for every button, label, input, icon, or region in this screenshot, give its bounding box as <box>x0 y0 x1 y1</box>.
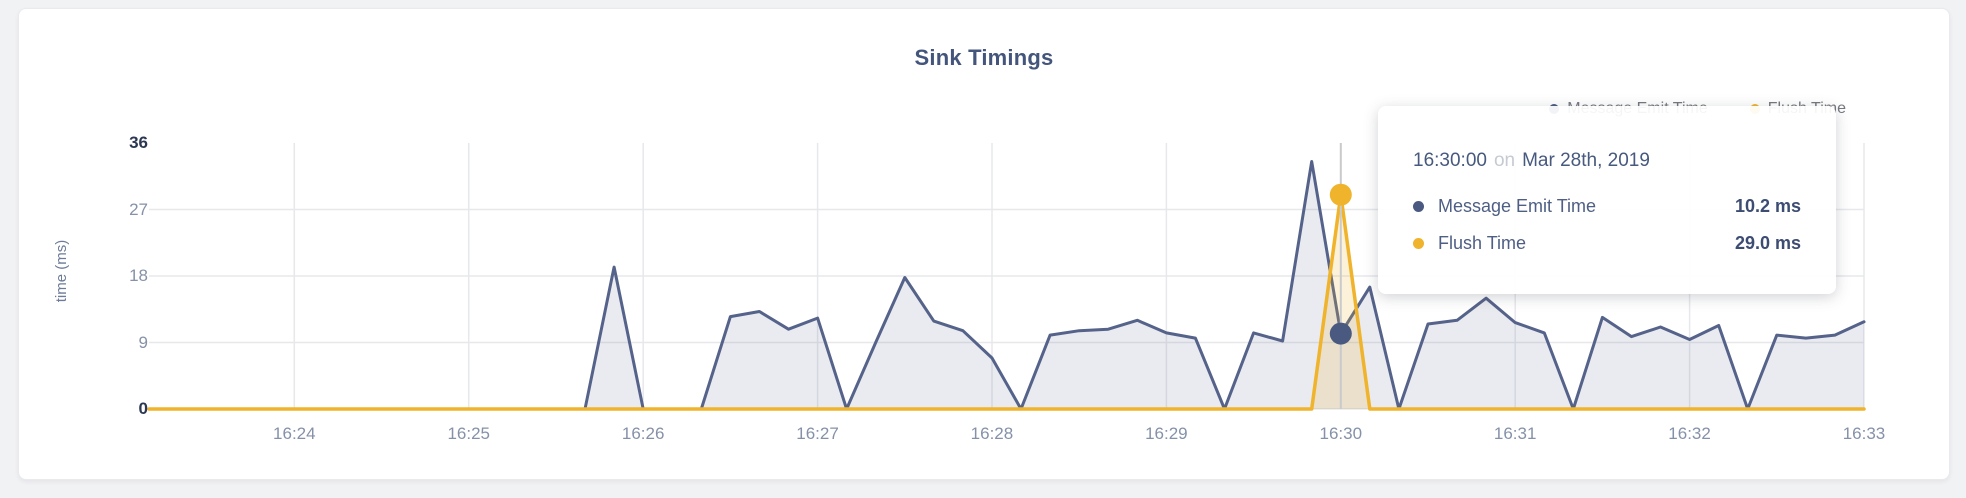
y-tick-label: 27 <box>129 199 148 219</box>
x-tick-label: 16:31 <box>1493 424 1537 443</box>
x-tick-label: 16:26 <box>621 424 665 443</box>
tooltip-connector: on <box>1493 150 1516 171</box>
chart-title: Sink Timings <box>914 45 1054 70</box>
y-tick-label: 0 <box>138 399 148 418</box>
tooltip-series-label: Message Emit Time <box>1438 196 1597 216</box>
tooltip-row-flush-time: Flush Time 29.0 ms <box>1413 225 1801 262</box>
tooltip-series-value: 29.0 ms <box>1734 233 1801 253</box>
y-tick-label: 9 <box>138 332 148 352</box>
x-tick-label: 16:27 <box>796 424 839 443</box>
y-tick-label: 18 <box>129 266 148 285</box>
chart-tooltip: 16:30:00 on Mar 28th, 2019 Message Emit Ti… <box>1378 106 1836 294</box>
chart-card: Sink Timings time (ms) Message Emit Time… <box>18 8 1950 480</box>
x-tick-label: 16:29 <box>1145 424 1188 443</box>
x-tick-label: 16:24 <box>273 424 316 443</box>
tooltip-row-message-emit-time: Message Emit Time 10.2 ms <box>1413 188 1801 225</box>
x-tick-label: 16:30 <box>1319 424 1363 443</box>
tooltip-series-label: Flush Time <box>1438 233 1527 253</box>
chart-plot-area[interactable] <box>19 9 1949 479</box>
tooltip-series-value: 10.2 ms <box>1734 196 1801 216</box>
x-tick-label: 16:25 <box>447 424 490 443</box>
tooltip-time: 16:30:00 <box>1413 150 1487 171</box>
x-tick-label: 16:33 <box>1842 424 1886 443</box>
tooltip-header: 16:30:00 on Mar 28th, 2019 <box>1413 148 1801 174</box>
x-tick-label: 16:32 <box>1668 424 1711 443</box>
x-tick-label: 16:28 <box>970 424 1014 443</box>
series-dot-flush-time-icon <box>1413 238 1424 249</box>
y-tick-label: 36 <box>129 133 148 152</box>
tooltip-date: Mar 28th, 2019 <box>1522 150 1650 171</box>
series-dot-message-emit-time-icon <box>1413 201 1424 212</box>
